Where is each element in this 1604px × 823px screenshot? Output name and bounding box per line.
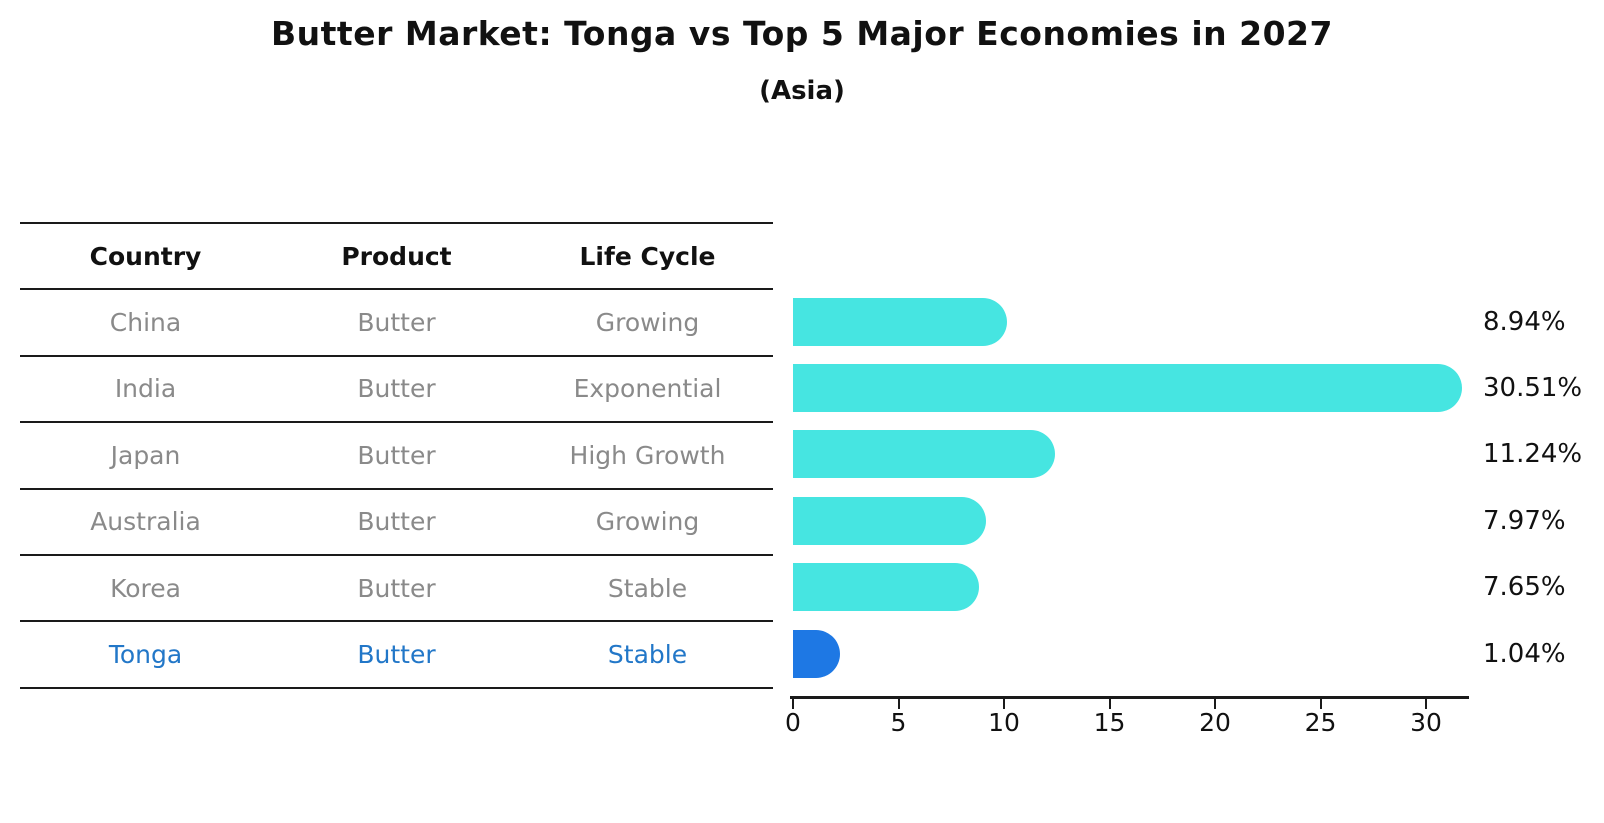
cell-life-cycle: Growing bbox=[595, 507, 700, 537]
x-tick-label: 30 bbox=[1410, 708, 1442, 737]
cell-country: Tonga bbox=[108, 640, 183, 670]
table-row: China Butter Growing bbox=[20, 288, 773, 354]
bar-value-label: 7.97% bbox=[1483, 505, 1566, 536]
bar-japan bbox=[793, 430, 1056, 479]
bar-value-label: 8.94% bbox=[1483, 306, 1566, 337]
cell-life-cycle: Growing bbox=[595, 308, 700, 338]
x-tick-label: 25 bbox=[1304, 708, 1337, 737]
cell-product: Butter bbox=[357, 308, 436, 338]
x-tick-label: 0 bbox=[785, 708, 801, 737]
bar-korea bbox=[793, 563, 980, 612]
bar-india bbox=[793, 364, 1462, 412]
x-tick-mark bbox=[1108, 699, 1111, 709]
x-tick-mark bbox=[1214, 699, 1216, 709]
x-tick-mark bbox=[897, 699, 900, 709]
cell-product: Butter bbox=[357, 374, 436, 404]
x-tick-label: 5 bbox=[890, 708, 907, 737]
table-row: Australia Butter Growing bbox=[20, 487, 773, 554]
column-header-life-cycle: Life Cycle bbox=[579, 241, 716, 271]
x-tick-mark bbox=[1003, 699, 1005, 709]
cell-product: Butter bbox=[357, 440, 436, 470]
cell-country: India bbox=[114, 374, 177, 404]
cell-country: Japan bbox=[110, 440, 181, 470]
cell-life-cycle: High Growth bbox=[569, 440, 726, 470]
cell-country: Korea bbox=[110, 573, 181, 603]
bar-value-label: 11.24% bbox=[1483, 439, 1583, 470]
column-header-product: Product bbox=[341, 241, 452, 271]
chart-subtitle: (Asia) bbox=[759, 76, 845, 106]
x-tick-mark bbox=[1319, 699, 1322, 709]
bar-value-label: 7.65% bbox=[1483, 572, 1566, 603]
cell-country: Australia bbox=[90, 507, 201, 537]
bar-value-label: 30.51% bbox=[1483, 373, 1583, 403]
cell-life-cycle: Stable bbox=[607, 573, 688, 603]
table-row: Korea Butter Stable bbox=[20, 553, 773, 620]
table-row: Japan Butter High Growth bbox=[20, 421, 773, 487]
x-tick-mark bbox=[1425, 699, 1427, 709]
column-header-country: Country bbox=[89, 241, 202, 271]
cell-product: Butter bbox=[357, 640, 436, 670]
table-row: India Butter Exponential bbox=[20, 354, 773, 421]
country-table: Country Product Life Cycle China Butter Gr… bbox=[20, 222, 773, 689]
cell-product: Butter bbox=[357, 507, 436, 537]
x-tick-label: 20 bbox=[1199, 708, 1231, 737]
chart-title: Butter Market: Tonga vs Top 5 Major Econ… bbox=[271, 14, 1333, 53]
cell-life-cycle: Exponential bbox=[573, 374, 722, 404]
table-header-row: Country Product Life Cycle bbox=[20, 222, 773, 288]
cell-country: China bbox=[109, 308, 182, 338]
bar-australia bbox=[793, 496, 987, 545]
bar-tonga bbox=[793, 629, 840, 678]
cell-life-cycle: Stable bbox=[607, 640, 688, 670]
bar-china bbox=[793, 297, 1007, 346]
bar-value-label: 1.04% bbox=[1483, 638, 1566, 669]
cell-product: Butter bbox=[357, 573, 436, 603]
table-row: Tonga Butter Stable bbox=[20, 620, 773, 689]
x-tick-label: 10 bbox=[988, 708, 1020, 737]
x-tick-mark bbox=[792, 699, 794, 709]
x-tick-label: 15 bbox=[1093, 708, 1126, 737]
x-axis-line bbox=[790, 696, 1469, 699]
